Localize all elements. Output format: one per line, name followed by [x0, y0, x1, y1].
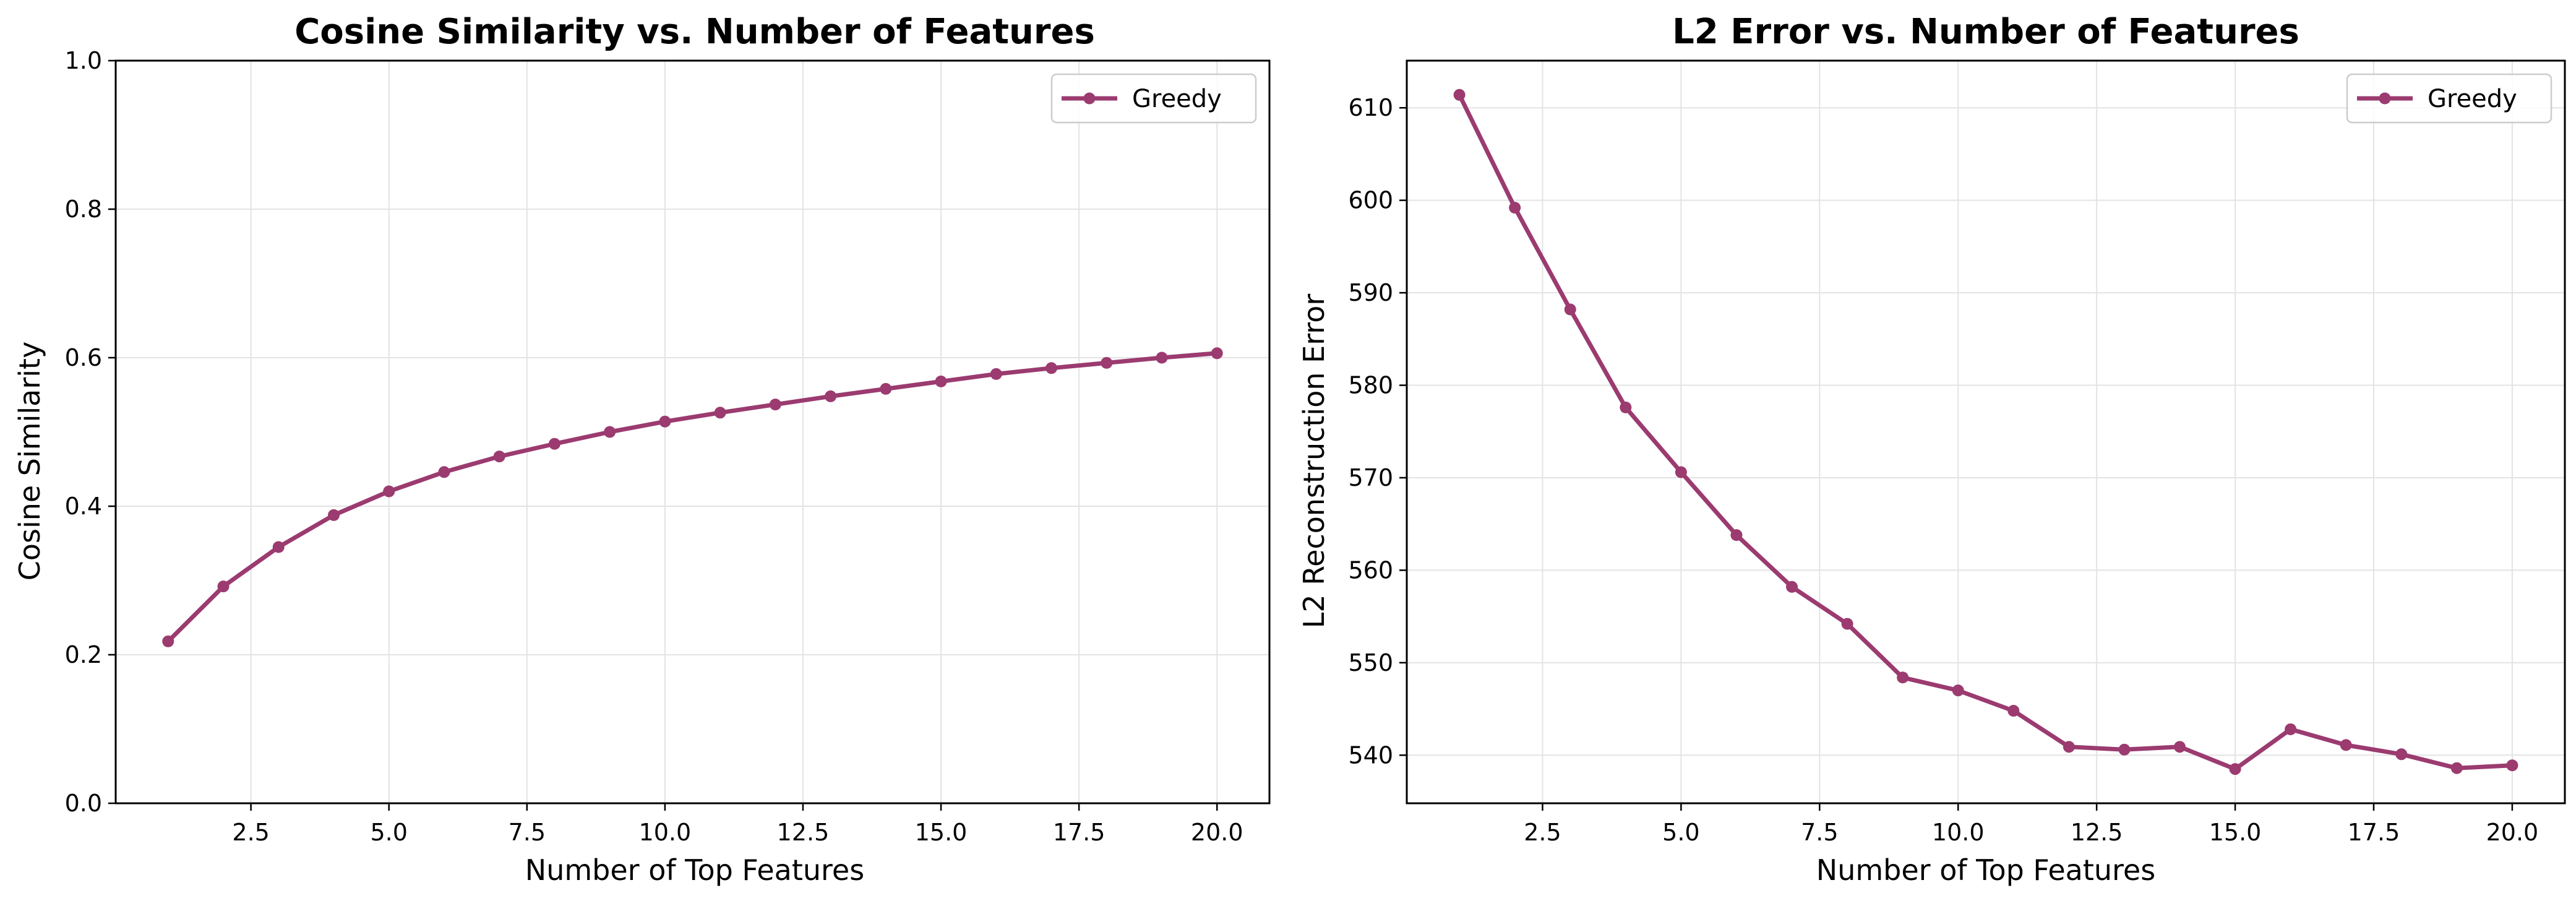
right-chart-data-point [1897, 671, 1909, 684]
right-chart-y-tick-label: 600 [1348, 187, 1393, 214]
right-chart-y-tick-label: 580 [1348, 372, 1393, 399]
right-chart-x-tick-label: 7.5 [1801, 819, 1838, 846]
right-chart-data-point [2173, 741, 2186, 753]
right-chart-data-point [2450, 762, 2463, 774]
left-chart-data-point [659, 415, 671, 428]
left-chart-title: Cosine Similarity vs. Number of Features [294, 12, 1095, 52]
right-chart-data-point [2063, 741, 2075, 753]
left-chart-x-tick-label: 12.5 [777, 819, 830, 846]
left-chart-y-axis-label: Cosine Similarity [13, 342, 46, 581]
left-chart-x-tick-label: 15.0 [915, 819, 968, 846]
right-chart-data-point [1564, 303, 1576, 316]
left-chart-legend [1050, 73, 1257, 124]
right-chart-data-point [2229, 763, 2241, 775]
left-chart-x-tick-label: 5.0 [370, 819, 407, 846]
right-chart-legend-label: Greedy [2428, 85, 2517, 113]
left-chart-x-tick-label: 2.5 [232, 819, 269, 846]
left-chart-data-point [825, 390, 837, 402]
left-chart-y-tick-label: 0.8 [65, 196, 102, 223]
left-chart-axes-frame [114, 59, 1271, 805]
left-chart-plot-area: 2.5 5.0 7.5 10.0 12.5 15.0 17.5 20.0 0.0 0.2 0.4 0.… [65, 47, 1271, 846]
left-chart-y-tick-label: 0.2 [65, 641, 102, 668]
left-chart-data-point [990, 368, 1002, 380]
left-chart-data-point [162, 635, 174, 647]
left-chart-legend-marker [1083, 92, 1096, 105]
right-chart-axes-frame [1406, 59, 2566, 805]
left-chart-x-tick-label: 17.5 [1053, 819, 1106, 846]
right-chart-series-line [1457, 92, 2515, 772]
left-chart-x-axis-label: Number of Top Features [525, 853, 864, 887]
right-chart-title: L2 Error vs. Number of Features [1672, 12, 2299, 52]
right-chart-x-tick-label: 10.0 [1932, 819, 1985, 846]
right-chart-data-point [2506, 759, 2518, 772]
right-chart: L2 Error vs. Number of Features Number o… [1297, 12, 2566, 887]
right-chart-data-point [1786, 580, 1798, 593]
left-chart-data-point [1156, 352, 1168, 364]
left-chart-x-tick-label: 7.5 [509, 819, 546, 846]
left-chart-data-point [604, 426, 616, 438]
right-chart-data-point [1675, 466, 1687, 478]
right-chart-legend-marker [2379, 92, 2391, 105]
right-chart-data-point [1620, 401, 1632, 413]
left-chart-x-tick-label: 20.0 [1191, 819, 1243, 846]
right-chart-data-point [2007, 705, 2020, 717]
left-chart-series-line [166, 351, 1219, 644]
right-chart-x-tick-label: 2.5 [1524, 819, 1561, 846]
right-chart-data-point [1952, 684, 1964, 697]
left-chart-y-tick-label: 1.0 [65, 47, 102, 74]
left-chart-data-point [935, 375, 947, 387]
right-chart-x-tick-label: 5.0 [1662, 819, 1699, 846]
left-chart-data-point [327, 509, 340, 521]
left-chart: Cosine Similarity vs. Number of Features… [13, 12, 1271, 887]
left-chart-y-tick-label: 0.6 [65, 344, 102, 371]
right-chart-plot-area: 2.5 5.0 7.5 10.0 12.5 15.0 17.5 20.0 540 550 560 57… [1348, 59, 2566, 846]
right-chart-legend [2346, 73, 2552, 124]
left-chart-y-tick-label: 0.4 [65, 493, 102, 520]
right-chart-data-point [2118, 743, 2131, 756]
right-chart-y-tick-label: 610 [1348, 94, 1393, 121]
left-chart-x-tick-label: 10.0 [639, 819, 692, 846]
left-chart-data-point [1045, 362, 1058, 374]
right-chart-x-tick-label: 20.0 [2486, 819, 2539, 846]
left-chart-data-point [714, 407, 726, 419]
right-chart-data-point [1509, 202, 1521, 214]
left-chart-data-point [880, 382, 892, 395]
right-chart-x-tick-label: 15.0 [2209, 819, 2262, 846]
left-chart-data-point [493, 451, 505, 463]
right-chart-y-tick-label: 560 [1348, 556, 1393, 584]
right-chart-y-tick-label: 540 [1348, 741, 1393, 769]
right-chart-y-tick-label: 590 [1348, 279, 1393, 306]
right-chart-data-point [2285, 723, 2297, 735]
left-chart-data-point [438, 466, 450, 478]
right-chart-x-axis-label: Number of Top Features [1816, 853, 2155, 887]
right-chart-x-tick-label: 17.5 [2348, 819, 2400, 846]
left-chart-data-point [1101, 356, 1113, 369]
right-chart-data-point [1841, 618, 1853, 630]
left-chart-data-point [272, 541, 285, 553]
left-chart-legend-label: Greedy [1132, 85, 1222, 113]
right-chart-y-tick-label: 570 [1348, 464, 1393, 491]
left-chart-data-point [1211, 347, 1223, 360]
right-chart-data-point [1453, 88, 1466, 101]
left-chart-data-point [548, 438, 560, 450]
left-chart-data-point [383, 485, 395, 498]
left-chart-data-point [769, 399, 781, 411]
left-chart-y-tick-label: 0.0 [65, 790, 102, 817]
right-chart-data-point [2340, 739, 2352, 751]
right-chart-data-point [1730, 529, 1743, 541]
right-chart-x-tick-label: 12.5 [2071, 819, 2123, 846]
right-chart-y-axis-label: L2 Reconstruction Error [1297, 294, 1331, 629]
left-chart-data-point [217, 580, 230, 593]
right-chart-data-point [2395, 748, 2408, 761]
right-chart-y-tick-label: 550 [1348, 649, 1393, 676]
